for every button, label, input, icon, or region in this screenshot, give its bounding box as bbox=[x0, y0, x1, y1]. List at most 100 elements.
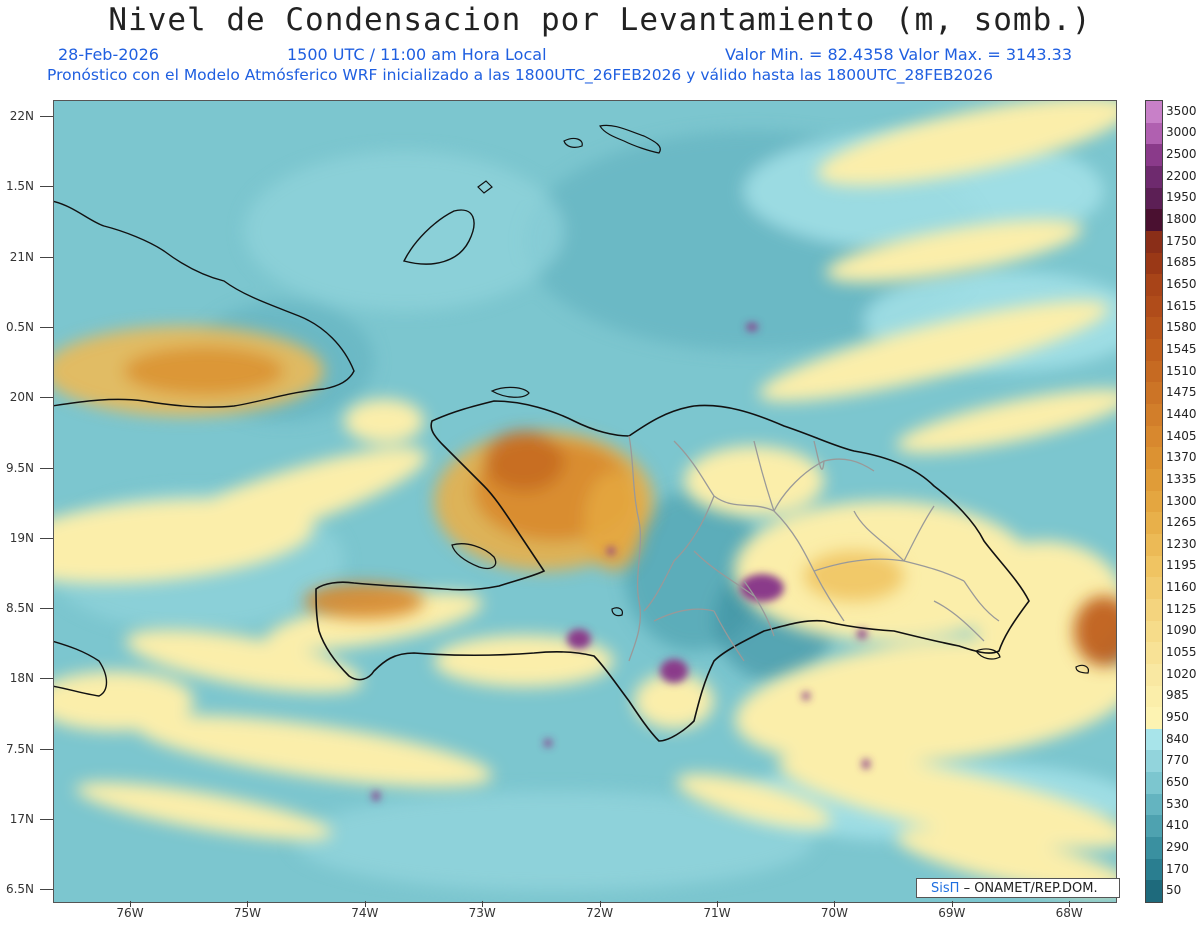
latitude-label: 6.5N bbox=[5, 882, 34, 897]
color-scale-label: 1230 bbox=[1166, 536, 1197, 551]
longitude-tick bbox=[130, 901, 131, 907]
color-scale-segment bbox=[1146, 533, 1162, 557]
latitude-label: 17N bbox=[9, 812, 34, 826]
lcl-field-map bbox=[54, 101, 1116, 902]
color-scale-segment bbox=[1146, 165, 1162, 189]
color-scale-label: 1950 bbox=[1166, 190, 1197, 205]
color-scale-label: 985 bbox=[1166, 688, 1189, 703]
lcl-map bbox=[53, 100, 1117, 903]
color-scale-label: 530 bbox=[1166, 796, 1189, 811]
color-scale-segment bbox=[1146, 230, 1162, 254]
color-scale-segment bbox=[1146, 707, 1162, 730]
color-scale-segment bbox=[1146, 339, 1162, 362]
color-scale-segment bbox=[1146, 274, 1162, 297]
latitude-tick bbox=[40, 537, 53, 539]
latitude-tick bbox=[40, 608, 53, 610]
color-scale-label: 770 bbox=[1166, 753, 1189, 768]
color-scale-segment bbox=[1146, 360, 1162, 383]
color-scale-segment bbox=[1146, 122, 1162, 145]
color-scale-segment bbox=[1146, 815, 1162, 838]
color-scale-segment bbox=[1146, 577, 1162, 600]
color-scale-label: 1335 bbox=[1166, 471, 1197, 486]
color-scale-label: 50 bbox=[1166, 883, 1182, 898]
longitude-tick bbox=[364, 901, 366, 907]
color-scale-segment bbox=[1146, 469, 1162, 492]
color-scale-segment bbox=[1146, 598, 1162, 622]
color-scale-segment bbox=[1146, 858, 1162, 881]
latitude-tick bbox=[40, 748, 53, 750]
color-scale-label: 1440 bbox=[1166, 406, 1197, 421]
color-scale-label: 1300 bbox=[1166, 493, 1197, 508]
color-scale-label: 1055 bbox=[1166, 645, 1197, 660]
color-scale-label: 2500 bbox=[1166, 147, 1197, 162]
color-scale-segment bbox=[1146, 252, 1162, 275]
color-scale-label: 410 bbox=[1166, 818, 1189, 833]
latitude-tick bbox=[40, 889, 53, 891]
color-scale-label: 1800 bbox=[1166, 212, 1197, 227]
color-scale-label: 2200 bbox=[1166, 168, 1197, 183]
longitude-tick bbox=[1069, 901, 1071, 907]
color-scale-segment bbox=[1146, 382, 1162, 405]
latitude-label: 22N bbox=[9, 109, 34, 123]
color-scale-label: 1020 bbox=[1166, 666, 1197, 681]
longitude-label: 68W bbox=[1055, 906, 1083, 920]
color-scale-segment bbox=[1146, 144, 1162, 167]
sispi-logo-text: SisΠ bbox=[931, 881, 960, 896]
color-scale-label: 840 bbox=[1166, 731, 1189, 746]
color-scale-label: 1650 bbox=[1166, 277, 1197, 291]
longitude-tick bbox=[247, 901, 249, 907]
color-scale-label: 1405 bbox=[1166, 428, 1197, 443]
latitude-label: 7.5N bbox=[5, 741, 34, 756]
color-scale-label: 1195 bbox=[1166, 558, 1197, 573]
color-scale-segment bbox=[1146, 317, 1162, 340]
color-scale-label: 290 bbox=[1166, 839, 1189, 854]
latitude-label: 20N bbox=[9, 390, 34, 405]
longitude-label: 75W bbox=[233, 906, 261, 920]
latitude-tick bbox=[40, 116, 53, 117]
color-scale-segment bbox=[1146, 101, 1162, 124]
latitude-tick bbox=[40, 256, 53, 258]
longitude-label: 76W bbox=[116, 906, 144, 920]
longitude-tick bbox=[717, 901, 718, 907]
color-scale-label: 1475 bbox=[1166, 385, 1197, 400]
color-scale-label: 3000 bbox=[1166, 125, 1197, 140]
color-scale-segment bbox=[1146, 620, 1162, 643]
latitude-label: 18N bbox=[9, 671, 34, 686]
latitude-tick bbox=[40, 397, 53, 399]
longitude-tick bbox=[951, 901, 953, 907]
longitude-label: 72W bbox=[586, 906, 614, 920]
latitude-label: 8.5N bbox=[5, 601, 34, 616]
color-scale-segment bbox=[1146, 772, 1162, 795]
longitude-label: 70W bbox=[820, 906, 848, 920]
color-scale-segment bbox=[1146, 490, 1162, 513]
color-scale-segment bbox=[1146, 728, 1162, 751]
longitude-tick bbox=[482, 901, 484, 907]
latitude-label: 21N bbox=[9, 249, 34, 264]
color-scale-bar bbox=[1145, 100, 1163, 903]
color-scale-label: 1090 bbox=[1166, 623, 1197, 638]
color-scale-label: 650 bbox=[1166, 774, 1189, 789]
color-scale-label: 1160 bbox=[1166, 580, 1197, 595]
latitude-tick bbox=[40, 326, 53, 328]
model-subtitle: Pronóstico con el Modelo Atmósferico WRF… bbox=[47, 66, 993, 84]
color-scale-segment bbox=[1146, 404, 1162, 427]
color-scale-label: 1125 bbox=[1166, 601, 1197, 616]
latitude-tick bbox=[40, 186, 53, 188]
color-scale-label: 1685 bbox=[1166, 255, 1197, 270]
color-scale-segment bbox=[1146, 555, 1162, 578]
color-scale-segment bbox=[1146, 793, 1162, 816]
color-scale-segment bbox=[1146, 642, 1162, 665]
map-title: Nivel de Condensacion por Levantamiento … bbox=[108, 2, 1092, 38]
forecast-date: 28-Feb-2026 bbox=[58, 45, 159, 64]
color-scale-label: 950 bbox=[1166, 709, 1189, 724]
color-scale-segment bbox=[1146, 512, 1162, 535]
color-scale-segment bbox=[1146, 837, 1162, 860]
latitude-tick bbox=[40, 678, 53, 680]
color-scale-segment bbox=[1146, 187, 1162, 210]
color-scale-segment bbox=[1146, 685, 1162, 708]
latitude-tick bbox=[40, 819, 53, 820]
color-scale-label: 1615 bbox=[1166, 298, 1197, 313]
longitude-label: 73W bbox=[468, 906, 496, 920]
latitude-label: 19N bbox=[9, 530, 34, 545]
color-scale-segment bbox=[1146, 750, 1162, 773]
